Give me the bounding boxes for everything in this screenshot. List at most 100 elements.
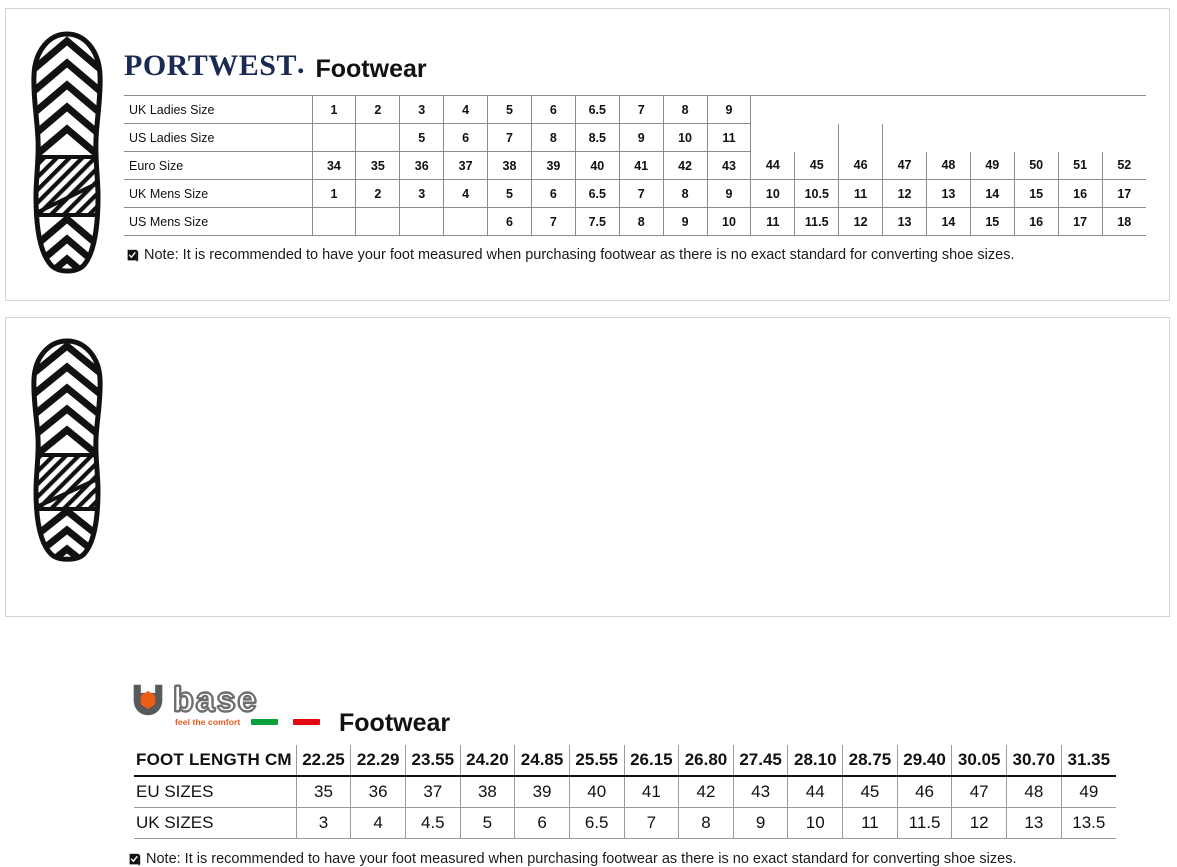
cell-empty <box>882 123 927 152</box>
table-row: UK Mens Size 1 2 3 4 5 6 6.5 7 8 9 10 10… <box>124 179 1146 208</box>
cell <box>355 123 400 152</box>
portwest-note: Note: It is recommended to have your foo… <box>126 248 1014 263</box>
cell: 7 <box>618 95 664 124</box>
table-row: Euro Size 34 35 36 37 38 39 40 41 42 43 … <box>124 151 1146 180</box>
cell-empty <box>926 95 971 124</box>
cell: 40 <box>568 776 625 808</box>
cell: 23.55 <box>404 745 461 777</box>
cell-empty <box>970 124 1014 152</box>
table-row: UK Ladies Size 1 2 3 4 5 6 6.5 7 8 9 <box>124 95 1146 124</box>
row-label: EU SIZES <box>134 776 297 808</box>
cell: 6.5 <box>574 95 620 124</box>
cell: 1 <box>311 95 356 124</box>
base-category-label: Footwear <box>339 709 451 737</box>
cell-empty <box>970 95 1015 124</box>
cell: 31.35 <box>1060 745 1116 777</box>
base-panel: base feel the comfort Footwear FOOT LENG… <box>5 317 1170 866</box>
cell: 10.5 <box>794 179 839 208</box>
cell: 8 <box>662 95 708 124</box>
cell: 6.5 <box>574 179 620 208</box>
table-row: US Mens Size 6 7 7.5 8 9 10 11 11.5 12 1… <box>124 207 1146 236</box>
cell: 13 <box>925 179 971 208</box>
cell: 8 <box>662 179 708 208</box>
cell: 47 <box>951 776 1007 808</box>
cell: 49 <box>1060 776 1116 808</box>
cell: 44 <box>750 151 795 180</box>
italian-flag-red-bar <box>293 719 320 725</box>
cell: 6 <box>514 807 570 839</box>
cell: 5 <box>487 179 532 208</box>
cell: 5 <box>487 95 532 124</box>
cell: 2 <box>355 179 400 208</box>
cell: 38 <box>459 776 515 808</box>
portwest-brand-header: PORTWEST . Footwear <box>124 47 427 82</box>
cell: 30.70 <box>1006 745 1062 777</box>
cell: 36 <box>399 151 444 180</box>
cell: 8 <box>530 123 576 152</box>
cell: 47 <box>882 151 927 180</box>
cell: 13 <box>882 207 927 236</box>
column-header: FOOT LENGTH CM <box>134 745 297 777</box>
cell: 50 <box>1013 151 1059 180</box>
cell: 7 <box>618 179 664 208</box>
cell: 7 <box>530 207 576 236</box>
cell <box>311 207 356 236</box>
base-brand-header: base feel the comfort Footwear <box>128 682 450 736</box>
cell: 12 <box>882 179 927 208</box>
size-chart-page: PORTWEST . Footwear UK Ladies Size 1 2 3… <box>5 8 1170 867</box>
cell: 6 <box>443 123 488 152</box>
checkbox-checked-icon <box>129 853 141 866</box>
cell: 6 <box>530 95 576 124</box>
base-note: Note: It is recommended to have your foo… <box>128 852 1016 867</box>
cell: 8 <box>678 807 734 839</box>
cell: 4 <box>350 807 406 839</box>
cell: 22.25 <box>295 745 351 777</box>
shoe-sole-illustration <box>28 31 106 276</box>
row-label: UK SIZES <box>134 807 297 839</box>
cell: 41 <box>618 151 664 180</box>
cell: 4 <box>443 95 488 124</box>
cell: 4 <box>443 179 488 208</box>
cell: 13.5 <box>1060 807 1116 839</box>
cell: 35 <box>355 151 400 180</box>
cell: 37 <box>443 151 488 180</box>
cell: 35 <box>295 776 351 808</box>
cell: 1 <box>311 179 356 208</box>
cell-empty <box>1058 124 1102 152</box>
cell: 42 <box>678 776 734 808</box>
cell: 46 <box>896 776 952 808</box>
cell: 14 <box>925 207 971 236</box>
cell: 12 <box>951 807 1007 839</box>
cell: 22.29 <box>350 745 406 777</box>
cell: 30.05 <box>951 745 1007 777</box>
cell-empty <box>750 123 795 152</box>
note-text: Note: It is recommended to have your foo… <box>146 851 1017 867</box>
cell <box>443 207 488 236</box>
cell: 9 <box>618 123 664 152</box>
cell-empty <box>882 95 927 124</box>
cell <box>355 207 400 236</box>
cell: 45 <box>842 776 898 808</box>
cell: 44 <box>787 776 843 808</box>
cell: 42 <box>662 151 708 180</box>
italian-flag-green-bar <box>251 719 278 725</box>
note-text: Note: It is recommended to have your foo… <box>144 247 1015 263</box>
cell: 9 <box>706 179 751 208</box>
portwest-panel: PORTWEST . Footwear UK Ladies Size 1 2 3… <box>5 8 1170 301</box>
cell <box>399 207 444 236</box>
table-row: EU SIZES 35 36 37 38 39 40 41 42 43 44 4… <box>134 776 1116 808</box>
cell: 52 <box>1101 151 1146 180</box>
cell: 10 <box>662 123 708 152</box>
cell-empty <box>926 124 970 152</box>
cell: 11 <box>706 123 751 152</box>
cell: 24.85 <box>514 745 570 777</box>
cell: 4.5 <box>404 807 461 839</box>
row-label: US Ladies Size <box>124 123 312 152</box>
cell: 39 <box>514 776 570 808</box>
cell: 15 <box>1013 179 1059 208</box>
cell-empty <box>1014 95 1059 124</box>
table-row: UK SIZES 3 4 4.5 5 6 6.5 7 8 9 10 11 11.… <box>134 807 1116 839</box>
table-row: US Ladies Size 5 6 7 8 8.5 9 10 11 <box>124 123 1146 152</box>
cell: 3 <box>399 179 444 208</box>
cell: 24.20 <box>459 745 515 777</box>
